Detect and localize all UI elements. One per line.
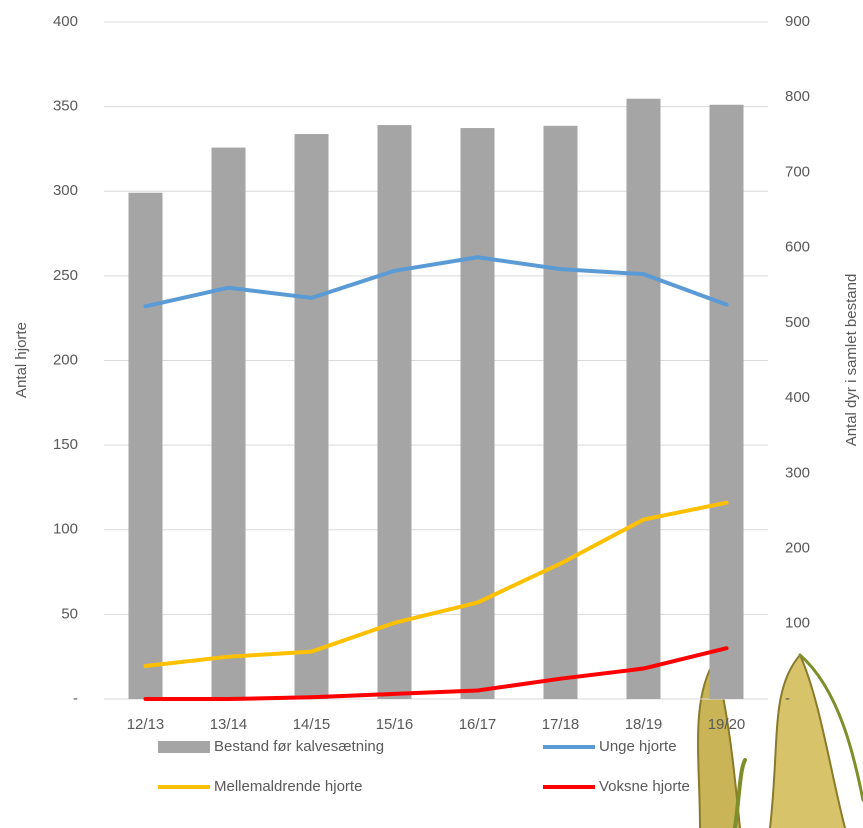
x-tick-label: 14/15 xyxy=(293,716,331,733)
y2-tick-label: 700 xyxy=(785,163,810,180)
y-tick-label: 350 xyxy=(53,98,78,115)
x-tick-label: 15/16 xyxy=(376,716,414,733)
y-tick-label: 300 xyxy=(53,182,78,199)
bar xyxy=(461,128,495,699)
y-tick-label: 50 xyxy=(61,605,78,622)
y2-tick-label: 200 xyxy=(785,540,810,557)
x-tick-label: 18/19 xyxy=(625,716,663,733)
x-tick-label: 16/17 xyxy=(459,716,497,733)
y2-tick-label: 400 xyxy=(785,389,810,406)
legend-label: Unge hjorte xyxy=(599,738,677,755)
x-tick-label: 17/18 xyxy=(542,716,580,733)
y-tick-label: 150 xyxy=(53,436,78,453)
bar xyxy=(212,148,246,699)
bar xyxy=(710,105,744,699)
y2-tick-label: 500 xyxy=(785,314,810,331)
x-tick-label: 12/13 xyxy=(127,716,165,733)
y2-tick-label: 900 xyxy=(785,13,810,30)
y2-axis-title: Antal dyr i samlet bestand xyxy=(843,274,860,447)
chart: Antal hjorte Antal dyr i samlet bestand … xyxy=(0,0,863,828)
x-tick-label: 13/14 xyxy=(210,716,248,733)
y-tick-label: 100 xyxy=(53,521,78,538)
bar xyxy=(129,193,163,699)
legend-label: Bestand før kalvesætning xyxy=(214,738,384,755)
y-tick-label: 400 xyxy=(53,13,78,30)
y-axis-title: Antal hjorte xyxy=(13,322,30,398)
y2-tick-label: - xyxy=(785,690,790,707)
bar xyxy=(627,99,661,699)
y-tick-label: 200 xyxy=(53,351,78,368)
bar xyxy=(544,126,578,699)
legend-label: Voksne hjorte xyxy=(599,778,690,795)
y-tick-label: 250 xyxy=(53,267,78,284)
y-tick-label: - xyxy=(73,690,78,707)
bar xyxy=(295,134,329,699)
y2-tick-label: 600 xyxy=(785,239,810,256)
y2-tick-label: 300 xyxy=(785,464,810,481)
y2-tick-label: 100 xyxy=(785,615,810,632)
legend-label: Mellemaldrende hjorte xyxy=(214,778,362,795)
y2-tick-label: 800 xyxy=(785,88,810,105)
legend-swatch xyxy=(158,741,210,753)
x-tick-label: 19/20 xyxy=(708,716,746,733)
bar xyxy=(378,125,412,699)
